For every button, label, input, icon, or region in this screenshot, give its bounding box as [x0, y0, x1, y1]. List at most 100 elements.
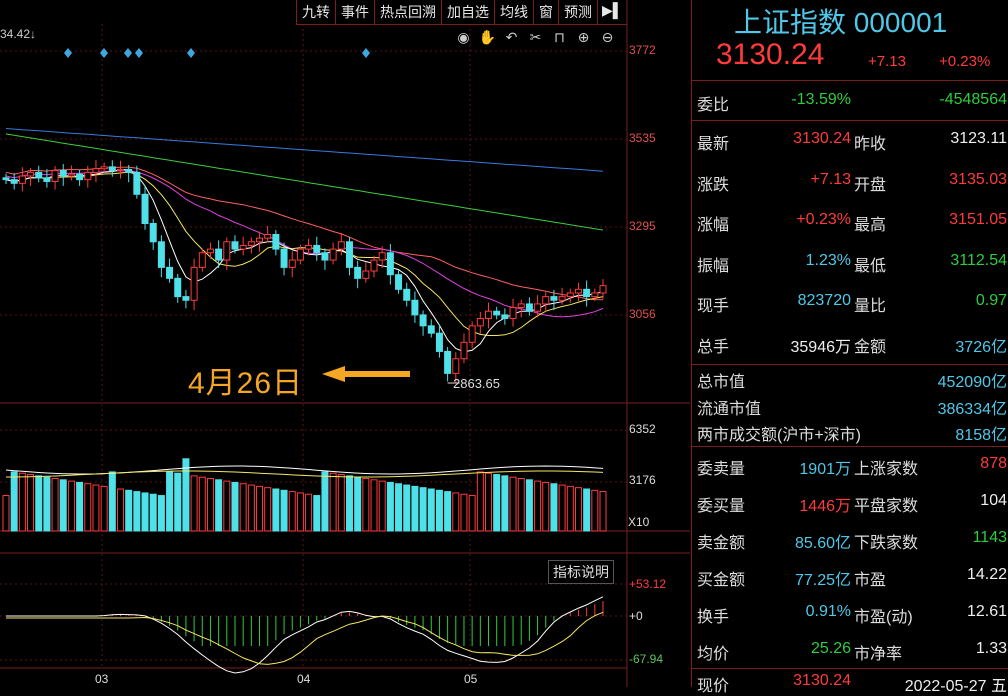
candle-body — [84, 171, 92, 181]
hand-icon[interactable]: ✋ — [478, 28, 497, 45]
weibi-label: 委比 — [697, 97, 730, 114]
row-value: 25.26 — [810, 640, 851, 657]
candle-body — [288, 259, 296, 268]
divider — [692, 364, 1008, 365]
candle-body — [411, 299, 419, 316]
row-value: 0.91% — [805, 603, 851, 620]
ma60-line — [5, 133, 604, 231]
indicator-axis-label: +0 — [629, 609, 643, 623]
volume-bar — [599, 491, 607, 532]
row-label: 最低 — [854, 257, 887, 275]
rows-row: 涨跌 +7.13 开盘 3135.03 — [692, 171, 1008, 195]
toolbar-ma-button[interactable]: 均线 — [494, 0, 533, 24]
candle-body — [509, 307, 517, 320]
candle-body — [264, 233, 272, 239]
candle-body — [435, 332, 443, 352]
macd-dif-line — [6, 596, 604, 674]
row-value: +0.23% — [796, 211, 851, 228]
volume-bar — [67, 480, 75, 532]
volume-bar — [313, 495, 321, 532]
kline-chart-area[interactable]: 九转 事件 热点回溯 加自选 均线 窗 预测 ▶▌ 34.42↓ ◉ ✋ ↶ ✂… — [0, 0, 690, 687]
date-label: 05 — [464, 672, 478, 686]
collapse-panel-icon[interactable]: ▶▌ — [597, 0, 627, 24]
candle-body — [444, 350, 452, 374]
total-cap-label: 总市值 — [697, 374, 746, 391]
weicha-value: -4548564 — [939, 91, 1007, 108]
volume-bar — [51, 477, 59, 532]
candle-body — [485, 310, 493, 320]
candle-body — [337, 241, 345, 250]
volume-bar — [166, 471, 174, 532]
volume-bar — [256, 485, 264, 532]
lock-icon[interactable]: ⊓ — [554, 28, 565, 45]
weibi-value: -13.59% — [791, 91, 851, 108]
row-value: 0.97 — [975, 292, 1007, 309]
price-axis-label: 3772 — [629, 43, 656, 57]
candle-body — [280, 248, 288, 268]
volume-bar — [550, 483, 558, 532]
toolbar-events-button[interactable]: 事件 — [335, 0, 374, 24]
row-value: 3130.24 — [793, 130, 851, 147]
zoom-out-icon[interactable]: ⊖ — [601, 28, 614, 45]
toolbar-window-button[interactable]: 窗 — [533, 0, 558, 24]
row-label: 涨跌 — [697, 176, 730, 194]
candle-body — [116, 168, 124, 172]
volume-bar — [247, 484, 255, 532]
candle-body — [10, 179, 18, 184]
volume-bar — [76, 481, 84, 532]
kline-chart-svg[interactable] — [0, 0, 690, 687]
toolbar-jiuzhuan-button[interactable]: 九转 — [296, 0, 335, 24]
candle-body — [517, 303, 525, 309]
row-value: 3112.54 — [950, 251, 1007, 269]
footer-row: 现价 3130.24 2022-05-27 五 — [692, 672, 1008, 696]
event-marker — [362, 48, 370, 58]
candle-body — [305, 244, 313, 250]
row-value: 1446万 — [799, 498, 851, 515]
volume-bar — [345, 475, 353, 532]
candle-body — [403, 288, 411, 301]
row-label: 最新 — [697, 136, 730, 153]
row-value: 1.23% — [805, 251, 851, 269]
rows-row: 总手 35946万 金额 3726亿 — [692, 333, 1008, 357]
event-marker — [135, 48, 143, 58]
undo-icon[interactable]: ↶ — [505, 28, 518, 45]
volume-bar — [2, 495, 10, 532]
row-label: 量比 — [854, 298, 887, 315]
volume-bar — [403, 484, 411, 532]
scissors-icon[interactable]: ✂ — [529, 28, 542, 45]
footer-label: 现价 — [697, 678, 730, 695]
indicator-help-button[interactable]: 指标说明 — [548, 560, 614, 584]
volume-ma-line — [5, 465, 604, 475]
row-value: 3726亿 — [955, 338, 1007, 356]
candle-body — [190, 266, 198, 301]
row-label: 买金额 — [697, 572, 746, 589]
float-cap-label: 流通市值 — [697, 401, 762, 418]
toolbar-add-watchlist-button[interactable]: 加自选 — [441, 0, 494, 24]
volume-bar — [272, 488, 280, 532]
divider — [692, 120, 1008, 121]
volume-bar — [108, 471, 116, 532]
zoom-in-icon[interactable]: ⊕ — [577, 28, 590, 45]
volume-bar — [329, 472, 337, 532]
row-value: 3151.05 — [949, 211, 1007, 228]
volume-bar — [452, 492, 460, 532]
toolbar-hotspot-button[interactable]: 热点回溯 — [374, 0, 441, 24]
eye-icon[interactable]: ◉ — [457, 28, 470, 45]
toolbar-predict-button[interactable]: 预测 — [558, 0, 597, 24]
candle-body — [223, 241, 231, 261]
row-label: 委卖量 — [697, 461, 746, 478]
float-cap-value: 386334亿 — [937, 401, 1007, 418]
volume-bar — [583, 488, 591, 532]
candle-body — [2, 177, 10, 181]
volume-bar — [157, 495, 165, 532]
row-label: 最高 — [854, 217, 887, 234]
rows-row: 现手 823720 量比 0.97 — [692, 292, 1008, 316]
date-annotation: 4月26日 — [188, 367, 304, 400]
candle-body — [18, 175, 26, 184]
turnover-label: 两市成交额(沪市+深市) — [697, 427, 862, 444]
candle-body — [476, 318, 484, 327]
volume-bar — [501, 475, 509, 532]
footer-price: 3130.24 — [793, 672, 851, 689]
volume-bar — [84, 483, 92, 532]
cap-row: 两市成交额(沪市+深市) 8158亿 — [692, 421, 1008, 444]
